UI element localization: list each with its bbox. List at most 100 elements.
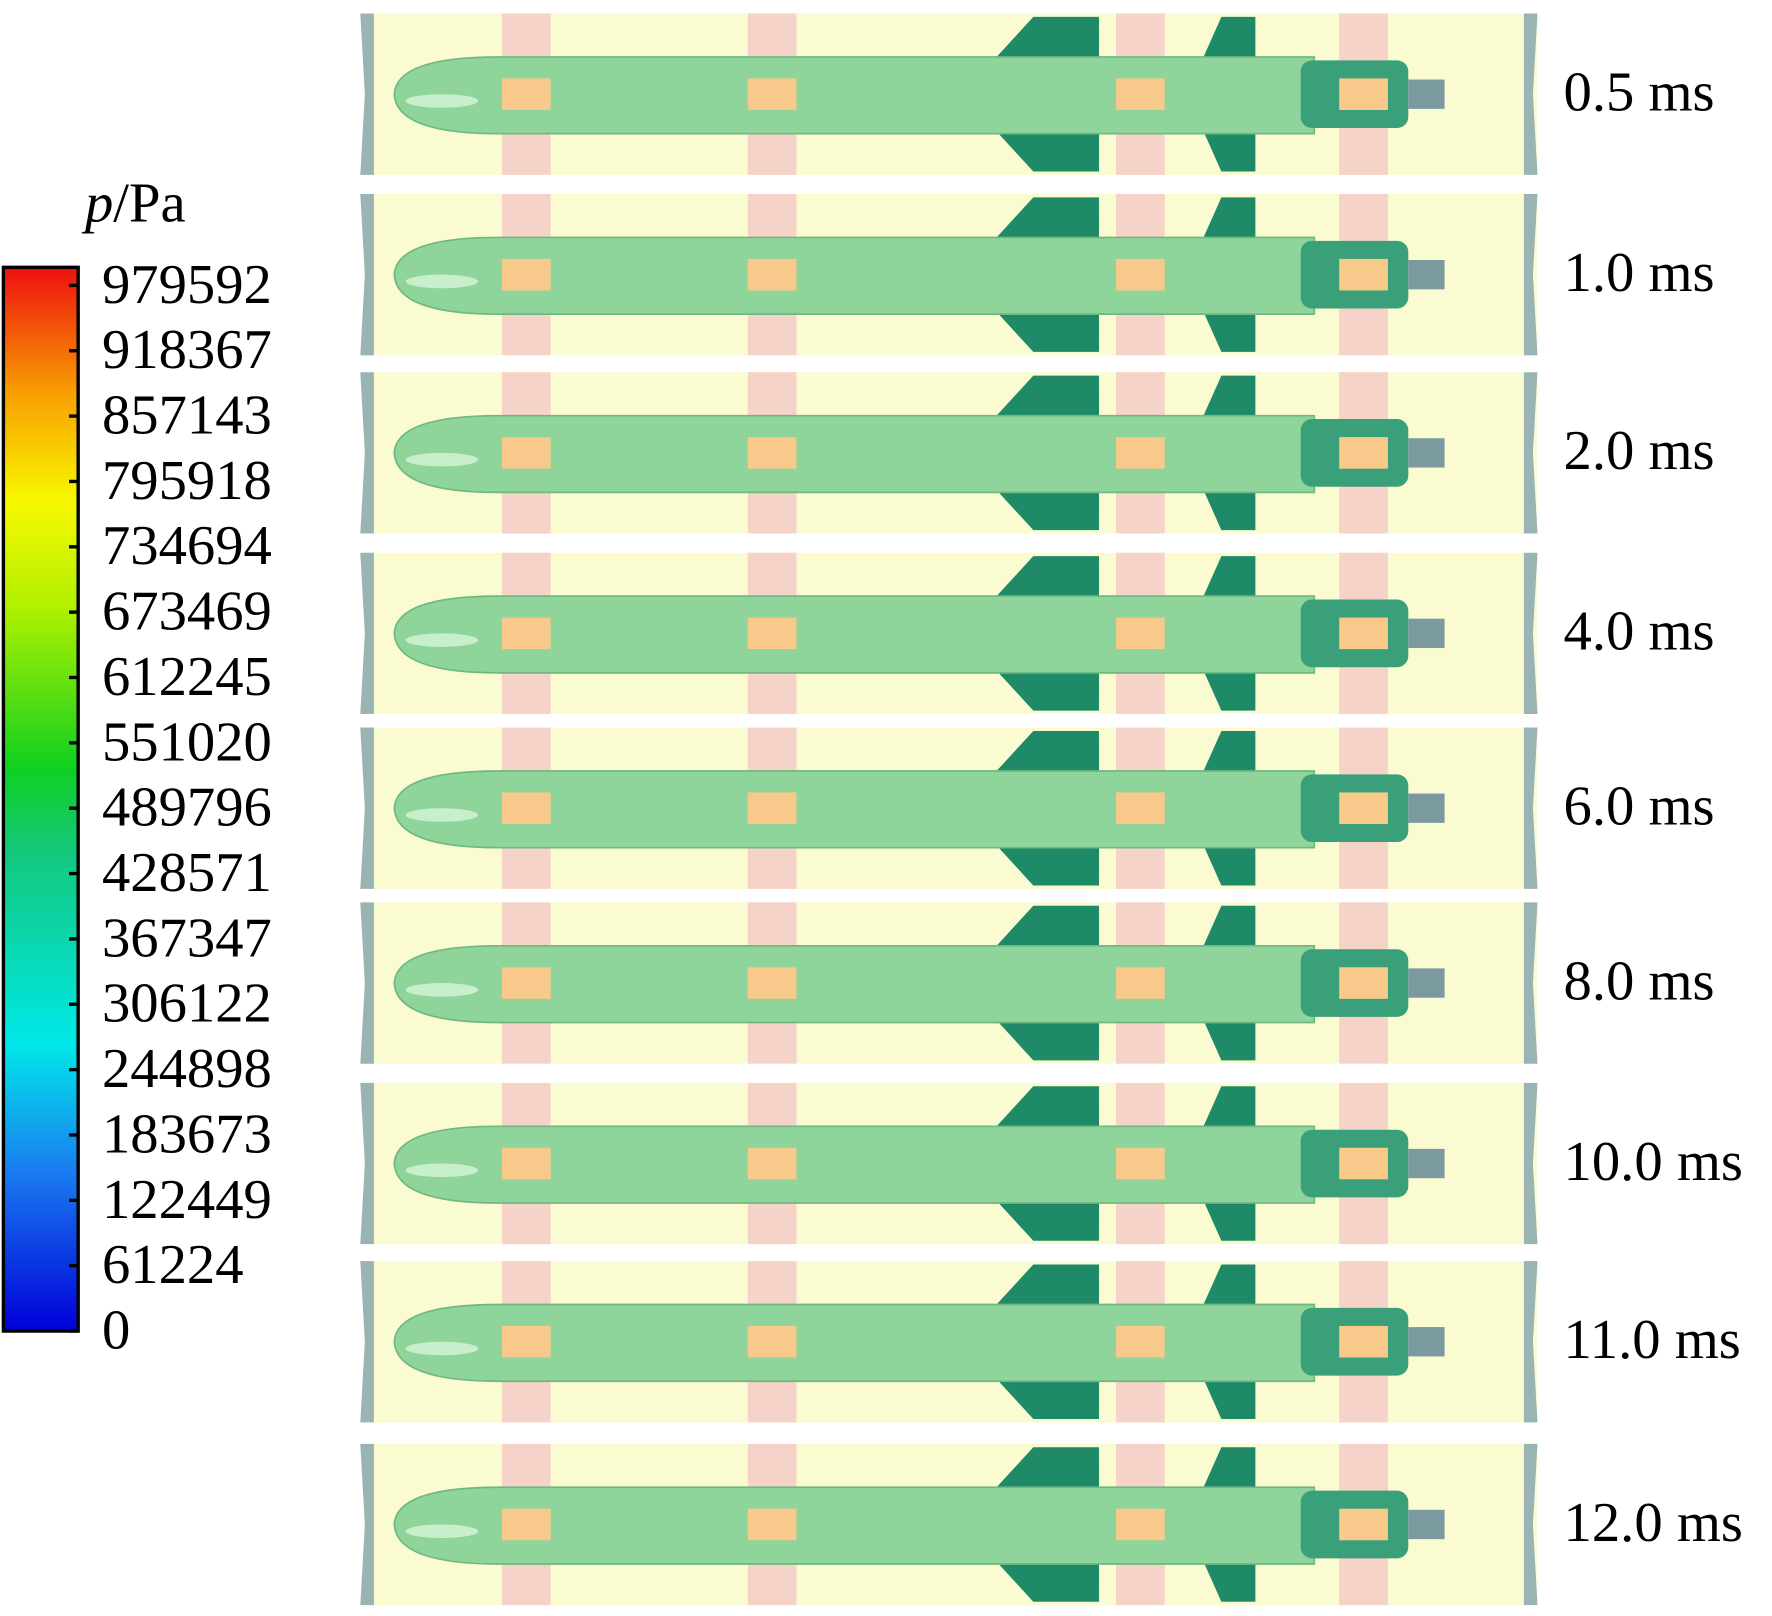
rear-fin	[1200, 375, 1256, 422]
colorbar-label: 122449	[102, 1169, 272, 1231]
nose-highlight	[405, 1341, 479, 1356]
store-block	[747, 1508, 797, 1541]
nozzle	[1408, 968, 1445, 998]
store-block	[1339, 437, 1388, 469]
rear-fin	[1200, 556, 1256, 602]
store-block	[501, 1147, 551, 1180]
nose-highlight	[405, 983, 479, 997]
colorbar-label: 612245	[102, 646, 272, 708]
front-fin	[991, 197, 1100, 244]
boundary-left	[360, 902, 374, 1064]
store-block	[1339, 78, 1388, 110]
boundary-left	[360, 1443, 374, 1606]
boundary-right	[1523, 1082, 1538, 1245]
store-block	[1116, 1325, 1165, 1358]
colorbar-label: 183673	[102, 1104, 272, 1166]
colorbar-label: 428571	[102, 842, 272, 904]
colorbar-label: 857143	[102, 385, 272, 447]
boundary-left	[360, 13, 374, 175]
nose-highlight	[405, 1163, 479, 1178]
nose-highlight	[405, 633, 479, 647]
time-label: 12.0 ms	[1564, 1492, 1743, 1554]
missile-body	[393, 414, 1316, 494]
time-label: 4.0 ms	[1564, 601, 1715, 663]
store-block	[747, 617, 797, 650]
store-block	[1116, 1508, 1165, 1541]
rear-fin	[1200, 905, 1256, 952]
nose-highlight	[405, 808, 479, 822]
store-block	[747, 1147, 797, 1180]
store-block	[1339, 967, 1388, 999]
rear-fin	[1200, 16, 1256, 63]
colorbar-label: 306122	[102, 973, 272, 1035]
rear-fin	[1200, 1264, 1256, 1311]
missile-body	[393, 1303, 1316, 1383]
rear-fin	[1200, 306, 1256, 352]
store-block	[1116, 617, 1165, 650]
boundary-right	[1523, 13, 1538, 175]
boundary-right	[1523, 552, 1538, 715]
front-fin	[991, 1086, 1100, 1132]
store-block	[1339, 792, 1388, 825]
colorbar-label: 551020	[102, 711, 272, 773]
time-label: 10.0 ms	[1564, 1131, 1743, 1193]
nozzle	[1408, 1509, 1445, 1540]
boundary-right	[1523, 372, 1538, 534]
store-block	[1339, 1147, 1388, 1180]
store-block	[501, 437, 551, 469]
colorbar-label: 489796	[102, 777, 272, 839]
time-label: 11.0 ms	[1564, 1309, 1741, 1371]
rear-fin	[1200, 1447, 1256, 1493]
rear-fin	[1200, 197, 1256, 244]
colorbar-label: 61224	[102, 1234, 244, 1296]
figure-body: p/Pa 97959291836785714379591873469467346…	[1, 13, 1743, 1606]
front-fin	[991, 1264, 1100, 1311]
boundary-left	[360, 194, 374, 356]
front-fin	[991, 664, 1100, 711]
store-block	[501, 617, 551, 650]
front-fin	[991, 1373, 1100, 1420]
rear-fin	[1200, 484, 1256, 531]
time-label: 6.0 ms	[1564, 776, 1715, 838]
front-fin	[991, 375, 1100, 422]
boundary-left	[360, 372, 374, 534]
front-fin	[991, 730, 1100, 777]
store-block	[1339, 1508, 1388, 1541]
store-block	[1116, 78, 1165, 110]
missile-body	[393, 595, 1316, 674]
time-label: 2.0 ms	[1564, 420, 1715, 482]
nozzle	[1408, 79, 1445, 109]
store-block	[501, 967, 551, 999]
missile-body	[393, 236, 1316, 315]
store-block	[501, 792, 551, 825]
colorbar-label: 673469	[102, 581, 272, 643]
boundary-right	[1523, 1261, 1538, 1423]
rear-fin	[1200, 125, 1256, 172]
store-block	[747, 78, 797, 110]
front-fin	[991, 125, 1100, 172]
missile-body	[393, 770, 1316, 849]
colorbar-label: 0	[102, 1300, 130, 1362]
nozzle	[1408, 1327, 1445, 1357]
rear-fin	[1200, 664, 1256, 711]
rear-fin	[1200, 839, 1256, 886]
store-block	[1339, 258, 1388, 291]
front-fin	[991, 16, 1100, 63]
symbol: p	[81, 173, 113, 235]
nose-highlight	[405, 452, 479, 467]
front-fin	[991, 1447, 1100, 1493]
store-block	[1116, 1147, 1165, 1180]
store-block	[501, 78, 551, 110]
colorbar-label: 734694	[102, 515, 272, 577]
nose-highlight	[405, 94, 479, 108]
nozzle	[1408, 618, 1445, 649]
store-block	[1116, 967, 1165, 999]
time-label: 1.0 ms	[1564, 242, 1715, 304]
front-fin	[991, 306, 1100, 352]
time-label: 0.5 ms	[1564, 62, 1715, 124]
front-fin	[991, 905, 1100, 952]
store-block	[747, 258, 797, 291]
missile-body	[393, 944, 1316, 1024]
front-fin	[991, 1195, 1100, 1241]
store-block	[1339, 1325, 1388, 1358]
